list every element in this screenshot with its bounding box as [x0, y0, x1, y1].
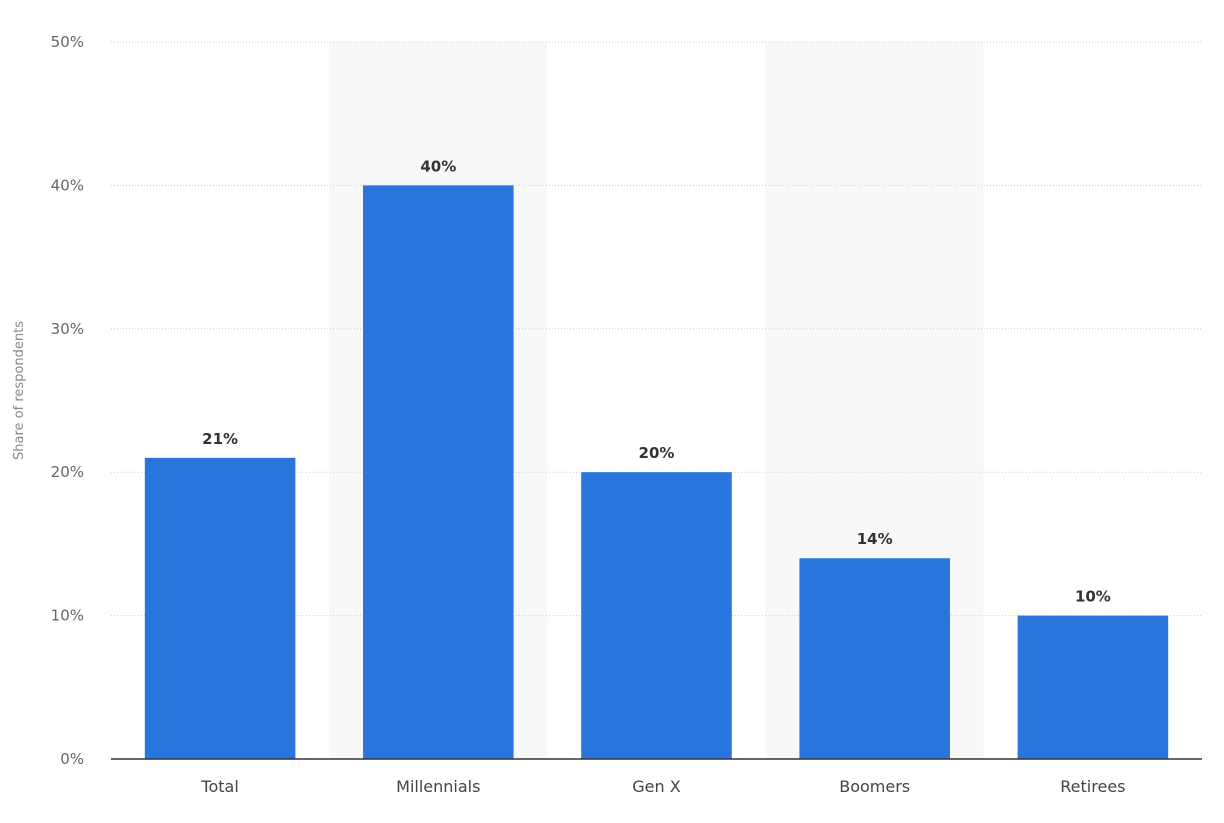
bar-boomers[interactable]	[799, 558, 950, 759]
data-label: 10%	[1075, 588, 1111, 606]
data-label: 40%	[420, 157, 456, 175]
data-label: 21%	[202, 430, 238, 448]
y-tick-label: 30%	[51, 320, 84, 338]
bar-total[interactable]	[144, 457, 296, 759]
x-category-label: Boomers	[839, 777, 910, 796]
y-tick-label: 20%	[51, 463, 84, 481]
y-tick-label: 0%	[60, 750, 84, 768]
bar-gen-x[interactable]	[581, 472, 732, 759]
y-tick-label: 50%	[51, 33, 84, 51]
x-category-label: Gen X	[632, 777, 680, 796]
y-axis-ticks: 0% 10% 20% 30% 40% 50%	[51, 33, 84, 768]
data-label: 20%	[639, 444, 675, 462]
y-tick-label: 10%	[51, 607, 84, 625]
x-category-label: Millennials	[396, 777, 480, 796]
y-axis-title: Share of respondents	[12, 321, 27, 460]
x-axis-categories: Total Millennials Gen X Boomers Retirees	[200, 777, 1125, 796]
x-category-label: Retirees	[1060, 777, 1125, 796]
y-tick-label: 40%	[51, 176, 84, 194]
bar-retirees[interactable]	[1017, 615, 1169, 759]
bar-millennials[interactable]	[363, 185, 514, 759]
x-category-label: Total	[200, 777, 238, 796]
data-label: 14%	[857, 530, 893, 548]
data-labels: 21% 40% 20% 14% 10%	[202, 157, 1111, 605]
bars	[144, 185, 1169, 759]
